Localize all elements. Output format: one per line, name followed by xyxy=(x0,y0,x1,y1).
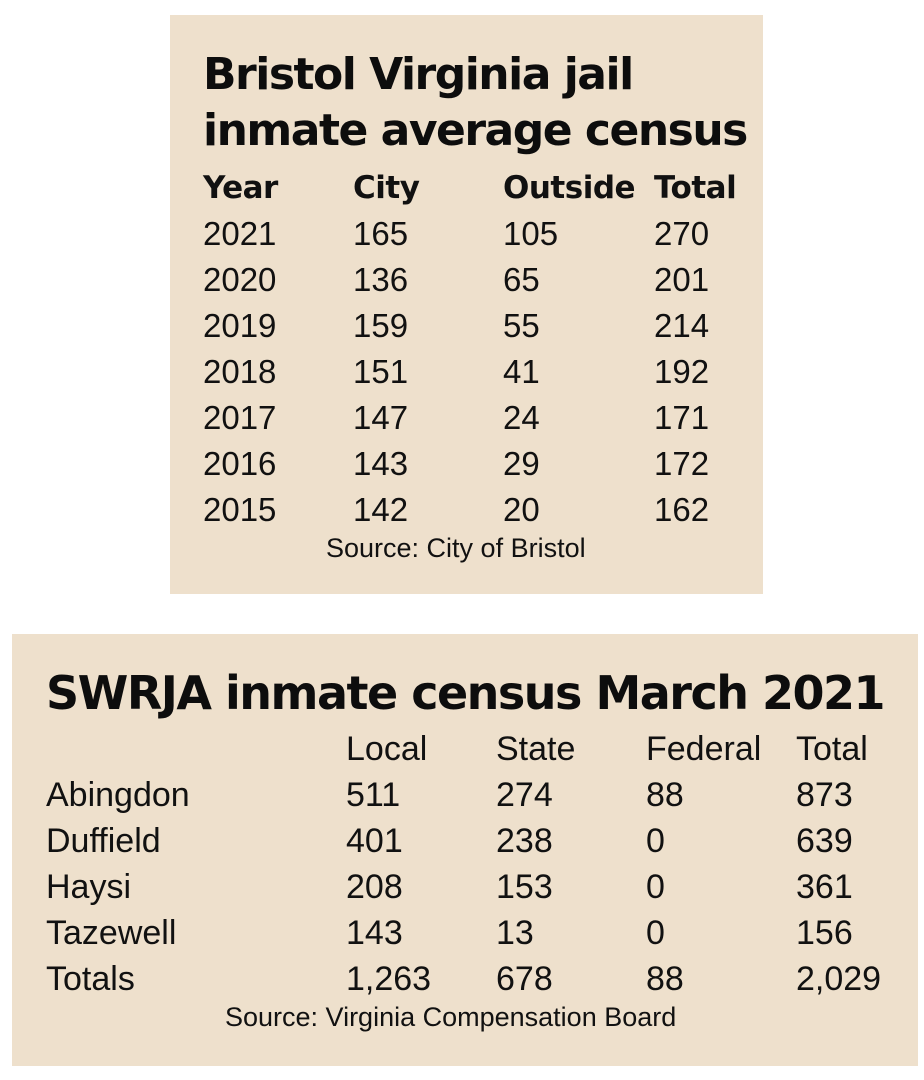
table-cell: Haysi xyxy=(46,867,132,906)
table-row: Duffield 401 238 0 639 xyxy=(46,818,906,864)
table-row: Tazewell 143 13 0 156 xyxy=(46,910,906,956)
table-cell: Abingdon xyxy=(46,775,190,814)
table-row: Abingdon 511 274 88 873 xyxy=(46,772,906,818)
table-row: 2015 142 20 162 xyxy=(203,487,744,533)
column-header-total: Total xyxy=(654,170,737,206)
column-header-total: Total xyxy=(796,729,868,768)
table-cell: 172 xyxy=(654,445,710,482)
table-cell: 41 xyxy=(503,353,540,390)
table-cell: 192 xyxy=(654,353,710,390)
table-cell: 238 xyxy=(496,821,553,860)
table-cell: 0 xyxy=(646,913,665,952)
table-cell: 2017 xyxy=(203,399,277,436)
table-row: 2018 151 41 192 xyxy=(203,349,744,395)
table-cell: 678 xyxy=(496,959,553,998)
table-cell: 105 xyxy=(503,215,559,252)
table-row: 2017 147 24 171 xyxy=(203,395,744,441)
swrja-source-note: Source: Virginia Compensation Board xyxy=(225,1002,677,1032)
table-row: 2016 143 29 172 xyxy=(203,441,744,487)
table-cell: 401 xyxy=(346,821,403,860)
table-cell: 274 xyxy=(496,775,553,814)
table-cell: 270 xyxy=(654,215,710,252)
column-header-facility xyxy=(46,726,346,772)
table-row: 2020 136 65 201 xyxy=(203,257,744,303)
table-header-row: Local State Federal Total xyxy=(46,726,906,772)
table-row: 2019 159 55 214 xyxy=(203,303,744,349)
swrja-title: SWRJA inmate census March 2021 xyxy=(46,666,886,720)
table-cell: 2019 xyxy=(203,307,277,344)
table-cell: 171 xyxy=(654,399,710,436)
table-cell: 511 xyxy=(346,775,401,814)
table-cell: 208 xyxy=(346,867,403,906)
bristol-census-panel: Bristol Virginia jail inmate average cen… xyxy=(170,15,763,594)
table-cell: 13 xyxy=(496,913,534,952)
table-cell: 143 xyxy=(353,445,409,482)
table-cell: 20 xyxy=(503,491,540,528)
swrja-census-panel: SWRJA inmate census March 2021 Local Sta… xyxy=(12,634,918,1066)
table-cell: 65 xyxy=(503,261,540,298)
table-cell: 162 xyxy=(654,491,710,528)
table-cell: 147 xyxy=(353,399,409,436)
table-cell: Totals xyxy=(46,959,135,998)
bristol-title-line1: Bristol Virginia jail xyxy=(203,49,634,100)
table-cell: 136 xyxy=(353,261,409,298)
table-cell: 0 xyxy=(646,867,665,906)
table-cell: Tazewell xyxy=(46,913,177,952)
column-header-year: Year xyxy=(203,170,278,206)
table-cell: 2021 xyxy=(203,215,277,252)
table-cell: 361 xyxy=(796,867,853,906)
bristol-source-note: Source: City of Bristol xyxy=(326,533,586,563)
table-cell: 2018 xyxy=(203,353,277,390)
table-cell: 151 xyxy=(353,353,409,390)
table-row: Totals 1,263 678 88 2,029 xyxy=(46,956,906,1002)
table-cell: 29 xyxy=(503,445,540,482)
table-cell: 873 xyxy=(796,775,853,814)
column-header-federal: Federal xyxy=(646,729,762,768)
bristol-census-table: Year City Outside Total 2021 165 105 270 202… xyxy=(203,165,744,533)
column-header-local: Local xyxy=(346,729,428,768)
bristol-title: Bristol Virginia jail inmate average cen… xyxy=(203,47,748,159)
table-cell: 214 xyxy=(654,307,710,344)
table-cell: 2020 xyxy=(203,261,277,298)
table-cell: 24 xyxy=(503,399,540,436)
table-header-row: Year City Outside Total xyxy=(203,165,744,211)
table-cell: 143 xyxy=(346,913,403,952)
table-cell: Duffield xyxy=(46,821,161,860)
swrja-census-table: Local State Federal Total Abingdon 511 274… xyxy=(46,726,906,1002)
table-cell: 201 xyxy=(654,261,710,298)
table-cell: 639 xyxy=(796,821,853,860)
column-header-state: State xyxy=(496,729,576,768)
table-cell: 156 xyxy=(796,913,853,952)
column-header-city: City xyxy=(353,170,420,206)
bristol-title-line2: inmate average census xyxy=(203,105,748,156)
table-row: 2021 165 105 270 xyxy=(203,211,744,257)
table-cell: 153 xyxy=(496,867,553,906)
table-cell: 165 xyxy=(353,215,409,252)
column-header-outside: Outside xyxy=(503,170,636,206)
table-cell: 2016 xyxy=(203,445,277,482)
table-cell: 142 xyxy=(353,491,409,528)
table-cell: 88 xyxy=(646,775,684,814)
table-cell: 0 xyxy=(646,821,665,860)
table-row: Haysi 208 153 0 361 xyxy=(46,864,906,910)
table-cell: 1,263 xyxy=(346,959,432,998)
table-cell: 88 xyxy=(646,959,684,998)
table-cell: 2,029 xyxy=(796,959,882,998)
table-cell: 2015 xyxy=(203,491,277,528)
table-cell: 55 xyxy=(503,307,540,344)
table-cell: 159 xyxy=(353,307,409,344)
